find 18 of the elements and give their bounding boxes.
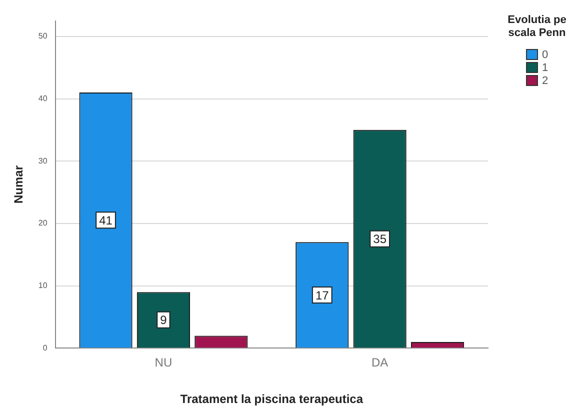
y-tick-label: 10 [38,281,48,290]
legend-label: 1 [542,62,548,74]
legend-label: 2 [542,74,548,86]
legend-title: Evolutia pe scala Penn [506,14,568,40]
y-tick-label: 40 [38,94,48,103]
data-label: 9 [160,313,168,328]
x-tick-label: NU [154,356,172,370]
y-axis-title: Numar [12,165,26,204]
data-label: 35 [373,232,387,246]
y-tick-label: 20 [38,218,48,228]
data-label: 17 [315,288,330,302]
y-tick-label: 30 [38,156,48,166]
legend-label: 0 [542,48,548,60]
x-axis-title: Tratament la piscina terapeutica [180,392,364,406]
data-label: 41 [99,213,113,228]
y-tick-label: 0 [42,343,48,352]
y-tick-label: 50 [38,32,48,41]
x-tick-label: DA [371,356,388,370]
